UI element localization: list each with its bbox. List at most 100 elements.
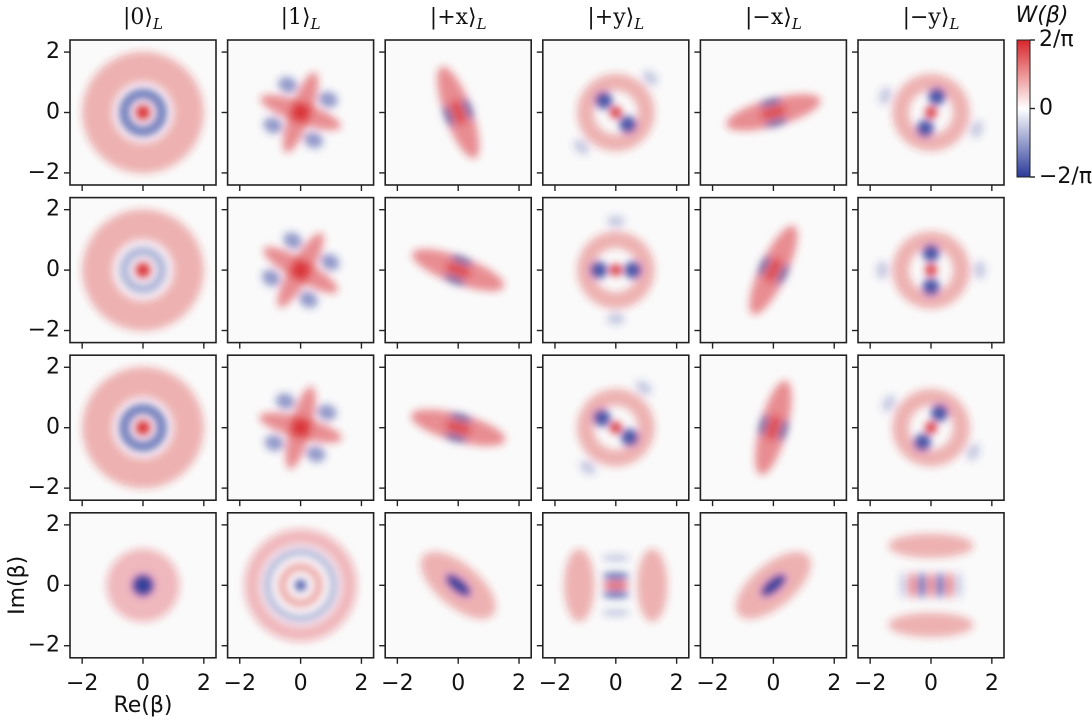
heatmap-panel xyxy=(542,355,689,501)
wigner-lobe xyxy=(878,87,892,105)
x-tick-label: 2 xyxy=(670,671,684,696)
wigner-lobe xyxy=(759,97,782,107)
wigner-lobe xyxy=(293,105,308,120)
heatmap-panel xyxy=(858,40,1004,185)
wigner-lobe xyxy=(263,117,283,134)
wigner-lobe xyxy=(916,119,934,137)
column-state: |−y⟩ xyxy=(903,5,950,30)
column-title: |1⟩L xyxy=(281,5,321,33)
x-tick-label: −2 xyxy=(381,671,413,696)
wigner-lobe xyxy=(924,421,938,434)
x-tick-label: 0 xyxy=(766,671,780,696)
wigner-lobe xyxy=(320,253,340,271)
y-tick-label: 0 xyxy=(46,572,60,597)
wigner-lobe xyxy=(295,579,307,591)
column-subscript: L xyxy=(152,15,163,33)
column-state: |1⟩ xyxy=(281,5,311,30)
wigner-lobe xyxy=(303,131,323,149)
y-tick-label: −2 xyxy=(28,633,60,658)
wigner-lobe xyxy=(293,263,308,277)
wigner-ring xyxy=(278,563,323,608)
y-axis-label: Im(β) xyxy=(5,556,30,615)
wigner-lobe xyxy=(927,571,935,599)
wigner-lobe xyxy=(624,261,642,279)
wigner-lobe xyxy=(602,573,630,580)
heatmap-panel xyxy=(542,40,689,185)
colorbar-tick-label: −2/π xyxy=(1039,164,1092,189)
wigner-lobe xyxy=(768,414,779,441)
column-title: |−x⟩L xyxy=(745,5,802,33)
x-tick-label: 0 xyxy=(136,671,150,696)
x-tick-label: 0 xyxy=(294,671,308,696)
wigner-lobe xyxy=(444,433,467,443)
x-tick-label: −2 xyxy=(224,671,256,696)
wigner-lobe xyxy=(966,443,981,461)
wigner-lobe xyxy=(973,260,986,280)
heatmap-panel xyxy=(227,512,374,658)
wigner-lobe xyxy=(444,422,472,433)
wigner-lobe xyxy=(766,257,781,283)
x-tick-label: 0 xyxy=(609,671,623,696)
wigner-lobe xyxy=(900,571,907,599)
wigner-lobe xyxy=(264,434,284,451)
wigner-lobe xyxy=(261,269,281,287)
heatmap-panel xyxy=(700,197,847,343)
y-tick-label: 0 xyxy=(46,100,60,125)
wigner-lobe xyxy=(602,609,630,616)
wigner-lobe xyxy=(452,99,465,126)
heatmap-panel xyxy=(858,355,1004,501)
column-state: |−x⟩ xyxy=(745,5,792,30)
colorbar-tick-label: 0 xyxy=(1039,96,1053,121)
y-tick-label: 2 xyxy=(46,512,60,537)
wigner-lobe xyxy=(761,574,786,597)
wigner-lobe xyxy=(881,394,896,412)
wigner-lobe xyxy=(449,412,473,423)
wigner-lobe xyxy=(579,460,597,475)
x-tick-label: −2 xyxy=(854,671,886,696)
column-subscript: L xyxy=(791,15,802,33)
column-subscript: L xyxy=(633,15,644,33)
wigner-lobe xyxy=(132,574,154,596)
wigner-ring xyxy=(892,231,970,309)
wigner-lobe xyxy=(922,244,940,262)
wigner-lobe xyxy=(135,104,151,121)
wigner-lobe xyxy=(299,291,318,308)
wigner-lobe xyxy=(602,591,630,598)
wigner-lobe xyxy=(442,105,454,128)
x-axis-label: Re(β) xyxy=(113,693,172,718)
wigner-lobe xyxy=(609,106,622,119)
column-title: |−y⟩L xyxy=(903,5,960,33)
wigner-lobe xyxy=(764,118,788,128)
wigner-lobe xyxy=(445,574,471,597)
wigner-lobe xyxy=(757,255,770,277)
wigner-lobe xyxy=(779,419,789,442)
y-tick-label: 0 xyxy=(46,415,60,440)
wigner-lobe xyxy=(970,120,984,138)
x-tick-label: −2 xyxy=(696,671,728,696)
wigner-lobe xyxy=(760,107,787,118)
y-tick-label: 2 xyxy=(46,354,60,379)
column-subscript: L xyxy=(948,15,959,33)
wigner-lobe xyxy=(946,571,953,599)
wigner-lobe xyxy=(275,393,296,410)
heatmap-panel xyxy=(227,197,374,343)
wigner-lobe xyxy=(595,92,613,110)
heatmap-panel xyxy=(385,355,532,501)
wigner-lobe xyxy=(928,88,946,106)
wigner-ring xyxy=(892,73,970,152)
wigner-ring xyxy=(82,51,204,174)
wigner-ring xyxy=(118,245,168,295)
heatmap-panel xyxy=(70,512,216,658)
colorbar xyxy=(1016,39,1031,178)
wigner-lobe xyxy=(593,409,611,427)
wigner-ring xyxy=(577,231,655,309)
heatmap-panel xyxy=(858,512,1004,658)
x-tick-label: 2 xyxy=(512,671,526,696)
wigner-lobe xyxy=(609,421,622,434)
column-title: |+y⟩L xyxy=(587,5,644,33)
x-tick-label: −2 xyxy=(66,671,98,696)
wigner-ring xyxy=(577,73,655,152)
wigner-lobe xyxy=(924,106,938,119)
wigner-lobe xyxy=(135,420,151,436)
wigner-lobe xyxy=(888,533,974,558)
